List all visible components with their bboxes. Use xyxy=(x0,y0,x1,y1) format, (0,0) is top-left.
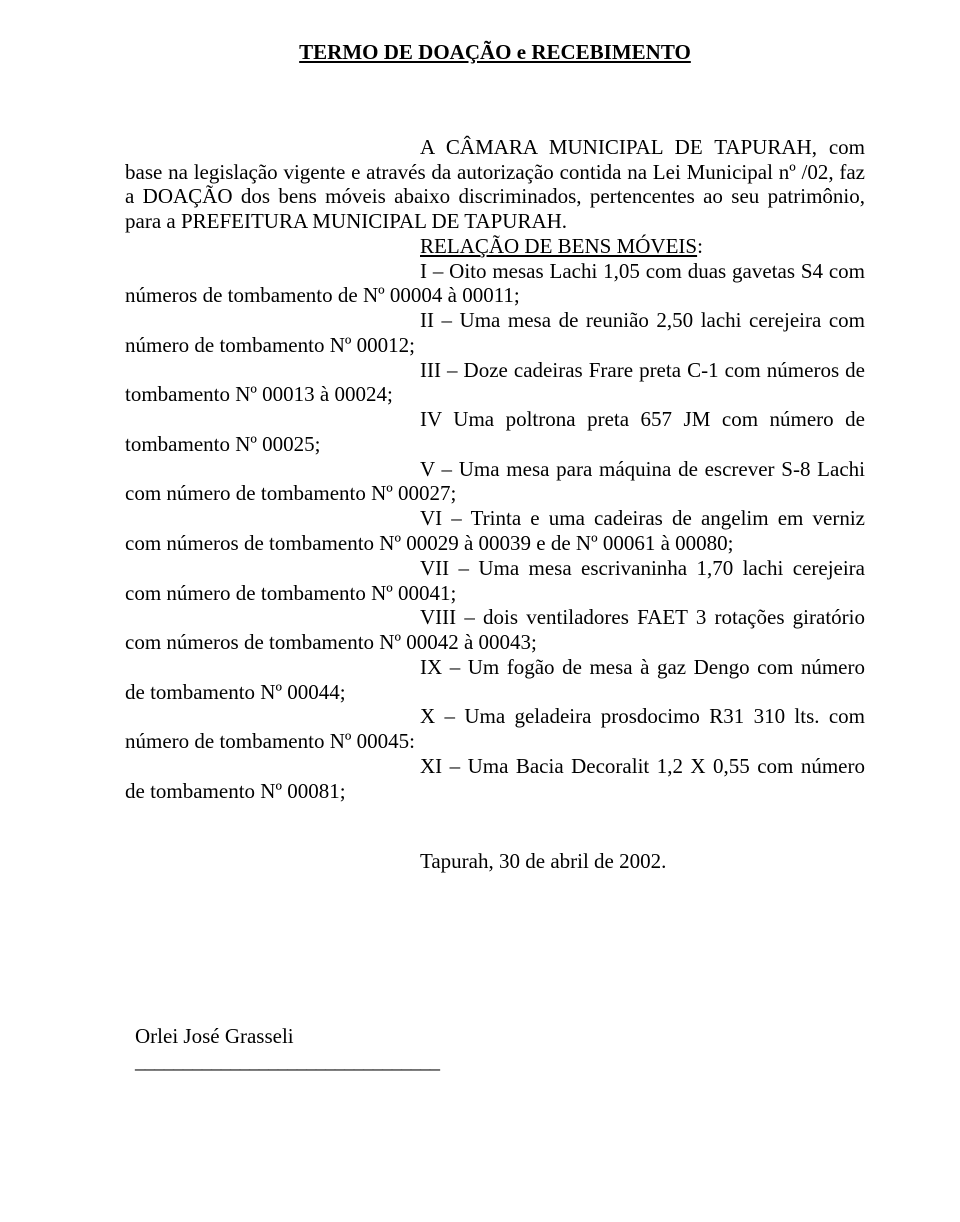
item-ii: II – Uma mesa de reunião 2,50 lachi cere… xyxy=(125,308,865,358)
item-viii: VIII – dois ventiladores FAET 3 rotações… xyxy=(125,605,865,655)
relacao-heading: RELAÇÃO DE BENS MÓVEIS xyxy=(420,234,697,258)
relacao-colon: : xyxy=(697,234,703,258)
item-iv: IV Uma poltrona preta 657 JM com número … xyxy=(125,407,865,457)
spacer xyxy=(125,803,865,849)
item-xi: XI – Uma Bacia Decoralit 1,2 X 0,55 com … xyxy=(125,754,865,804)
signer-name: Orlei José Grasseli xyxy=(135,1024,865,1049)
signature-line: ________________________________ xyxy=(135,1049,865,1074)
relacao-heading-line: RELAÇÃO DE BENS MÓVEIS: xyxy=(125,234,865,259)
date-line: Tapurah, 30 de abril de 2002. xyxy=(125,849,865,874)
item-vii: VII – Uma mesa escrivaninha 1,70 lachi c… xyxy=(125,556,865,606)
signer-block: Orlei José Grasseli ____________________… xyxy=(135,1024,865,1074)
document-title: TERMO DE DOAÇÃO e RECEBIMENTO xyxy=(125,40,865,65)
item-ix: IX – Um fogão de mesa à gaz Dengo com nú… xyxy=(125,655,865,705)
intro-paragraph: A CÂMARA MUNICIPAL DE TAPURAH, com base … xyxy=(125,135,865,234)
item-vi: VI – Trinta e uma cadeiras de angelim em… xyxy=(125,506,865,556)
item-iii: III – Doze cadeiras Frare preta C-1 com … xyxy=(125,358,865,408)
item-i: I – Oito mesas Lachi 1,05 com duas gavet… xyxy=(125,259,865,309)
page: TERMO DE DOAÇÃO e RECEBIMENTO A CÂMARA M… xyxy=(0,0,960,1222)
item-x: X – Uma geladeira prosdocimo R31 310 lts… xyxy=(125,704,865,754)
item-v: V – Uma mesa para máquina de escrever S-… xyxy=(125,457,865,507)
